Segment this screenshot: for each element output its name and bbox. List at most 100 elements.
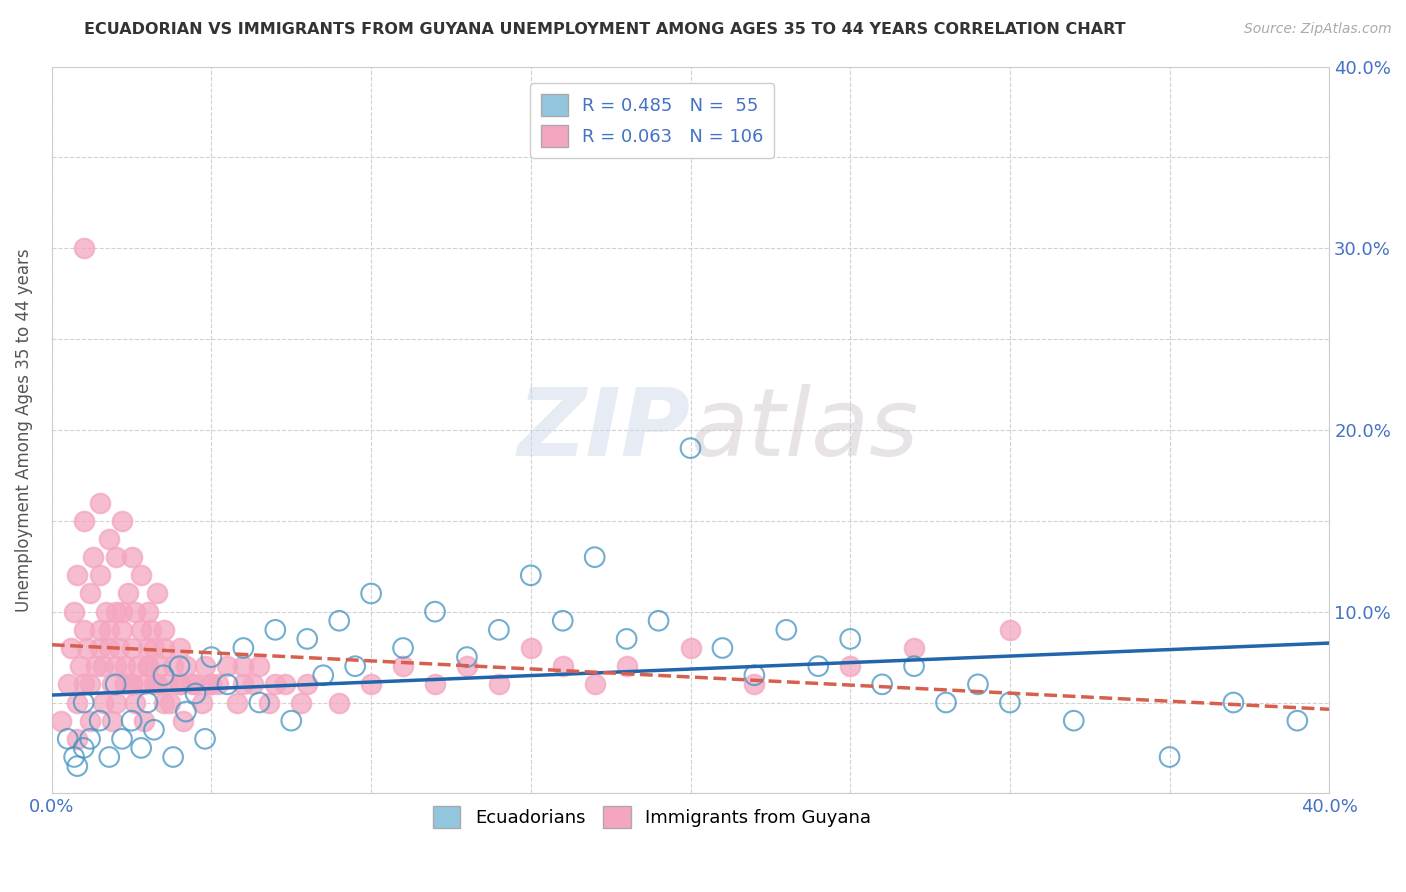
Point — [66, 731, 89, 746]
Text: Source: ZipAtlas.com: Source: ZipAtlas.com — [1244, 22, 1392, 37]
Point — [551, 614, 574, 628]
Point — [82, 550, 104, 565]
Point — [142, 723, 165, 737]
Point — [488, 677, 510, 691]
Point — [169, 659, 191, 673]
Point — [136, 696, 159, 710]
Point — [152, 623, 174, 637]
Point — [360, 586, 382, 600]
Point — [839, 659, 862, 673]
Point — [89, 623, 111, 637]
Point — [152, 640, 174, 655]
Point — [870, 677, 893, 691]
Point — [86, 659, 108, 673]
Point — [520, 568, 543, 582]
Point — [73, 623, 96, 637]
Point — [134, 714, 156, 728]
Point — [101, 677, 124, 691]
Point — [1159, 750, 1181, 764]
Point — [139, 623, 162, 637]
Point — [98, 623, 121, 637]
Point — [89, 640, 111, 655]
Point — [257, 696, 280, 710]
Text: ECUADORIAN VS IMMIGRANTS FROM GUYANA UNEMPLOYMENT AMONG AGES 35 TO 44 YEARS CORR: ECUADORIAN VS IMMIGRANTS FROM GUYANA UNE… — [84, 22, 1126, 37]
Point — [647, 614, 669, 628]
Point — [583, 677, 606, 691]
Point — [73, 241, 96, 255]
Text: ZIP: ZIP — [517, 384, 690, 476]
Point — [159, 696, 181, 710]
Point — [456, 650, 478, 665]
Point — [152, 696, 174, 710]
Point — [264, 623, 287, 637]
Point — [79, 714, 101, 728]
Point — [232, 677, 254, 691]
Point — [114, 677, 136, 691]
Text: atlas: atlas — [690, 384, 918, 475]
Point — [679, 640, 702, 655]
Point — [264, 677, 287, 691]
Point — [79, 677, 101, 691]
Point — [108, 640, 131, 655]
Point — [1286, 714, 1309, 728]
Point — [174, 705, 197, 719]
Point — [191, 696, 214, 710]
Point — [79, 586, 101, 600]
Point — [488, 623, 510, 637]
Point — [51, 714, 73, 728]
Point — [73, 696, 96, 710]
Point — [66, 759, 89, 773]
Point — [91, 696, 114, 710]
Point — [169, 677, 191, 691]
Point — [111, 623, 134, 637]
Point — [360, 677, 382, 691]
Point — [104, 550, 127, 565]
Point — [156, 677, 179, 691]
Point — [1222, 696, 1244, 710]
Point — [998, 696, 1021, 710]
Point — [616, 632, 638, 646]
Point — [136, 659, 159, 673]
Point — [290, 696, 312, 710]
Point — [172, 714, 194, 728]
Point — [312, 668, 335, 682]
Point — [520, 640, 543, 655]
Point — [967, 677, 990, 691]
Point — [98, 750, 121, 764]
Point — [121, 714, 143, 728]
Point — [63, 605, 86, 619]
Point — [247, 659, 270, 673]
Point — [242, 677, 264, 691]
Point — [111, 731, 134, 746]
Point — [146, 586, 169, 600]
Point — [744, 677, 766, 691]
Point — [69, 659, 91, 673]
Point — [136, 640, 159, 655]
Point — [121, 550, 143, 565]
Point — [59, 640, 82, 655]
Point — [114, 659, 136, 673]
Point — [111, 605, 134, 619]
Point — [297, 677, 319, 691]
Point — [184, 677, 207, 691]
Point — [679, 441, 702, 455]
Point — [121, 677, 143, 691]
Point — [217, 659, 239, 673]
Point — [392, 640, 415, 655]
Point — [56, 677, 79, 691]
Point — [152, 668, 174, 682]
Point — [104, 659, 127, 673]
Point — [232, 659, 254, 673]
Point — [142, 640, 165, 655]
Point — [583, 550, 606, 565]
Point — [935, 696, 957, 710]
Point — [169, 677, 191, 691]
Point — [217, 677, 239, 691]
Point — [807, 659, 830, 673]
Point — [66, 568, 89, 582]
Point — [174, 659, 197, 673]
Point — [162, 750, 184, 764]
Point — [134, 677, 156, 691]
Point — [73, 677, 96, 691]
Point — [839, 632, 862, 646]
